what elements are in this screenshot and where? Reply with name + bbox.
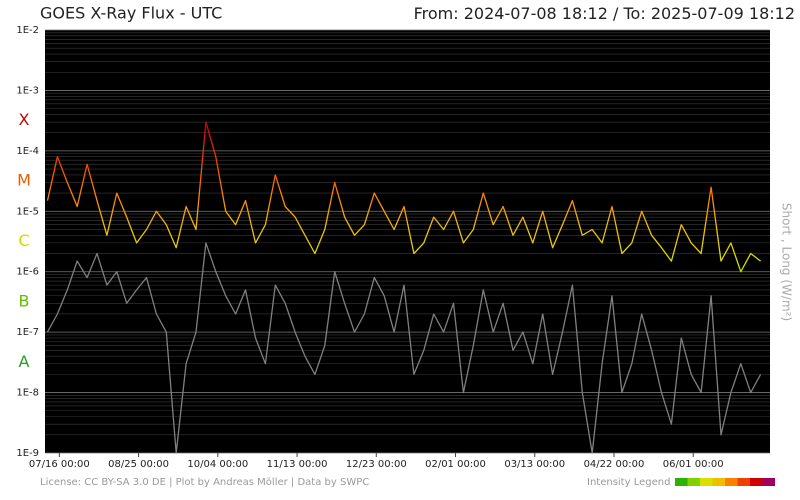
x-tick-label: 02/01 00:00 (425, 459, 486, 470)
class-label: X (19, 110, 30, 129)
date-range: From: 2024-07-08 18:12 / To: 2025-07-09 … (414, 4, 795, 23)
intensity-legend-swatch (725, 478, 738, 486)
intensity-legend-swatch (687, 478, 700, 486)
y-tick-label: 1E-9 (16, 448, 39, 459)
intensity-legend-label: Intensity Legend (587, 477, 670, 488)
credits: License: CC BY-SA 3.0 DE | Plot by Andre… (40, 477, 369, 488)
flux-line (46, 242, 762, 454)
x-tick-label: 10/04 00:00 (187, 459, 248, 470)
x-tick-label: 11/13 00:00 (267, 459, 328, 470)
x-tick-label: 07/16 00:00 (29, 459, 90, 470)
intensity-legend-swatch (750, 478, 763, 486)
y-tick-label: 1E-8 (16, 388, 39, 399)
class-label: C (18, 231, 29, 250)
x-tick-label: 03/13 00:00 (504, 459, 565, 470)
class-label: M (17, 171, 31, 190)
plot-area (45, 30, 770, 453)
chart-title: GOES X-Ray Flux - UTC (40, 4, 222, 23)
y-tick-label: 1E-6 (16, 267, 39, 278)
intensity-legend-swatch (675, 478, 688, 486)
y-tick-label: 1E-2 (16, 25, 39, 36)
x-tick-label: 12/23 00:00 (346, 459, 407, 470)
intensity-legend-swatch (762, 478, 775, 486)
y-tick-label: 1E-3 (16, 85, 39, 96)
class-label: A (19, 352, 30, 371)
y-axis-label: Short , Long (W/m²) (780, 203, 794, 321)
y-tick-label: 1E-5 (16, 206, 39, 217)
class-label: B (19, 291, 30, 310)
x-tick-label: 06/01 00:00 (663, 459, 724, 470)
intensity-legend-swatch (712, 478, 725, 486)
y-tick-label: 1E-4 (16, 146, 39, 157)
x-tick-label: 04/22 00:00 (584, 459, 645, 470)
intensity-legend-swatch (700, 478, 713, 486)
y-tick-label: 1E-7 (16, 327, 39, 338)
intensity-legend-swatch (737, 478, 750, 486)
flux-line (46, 121, 761, 273)
x-tick-label: 08/25 00:00 (108, 459, 169, 470)
